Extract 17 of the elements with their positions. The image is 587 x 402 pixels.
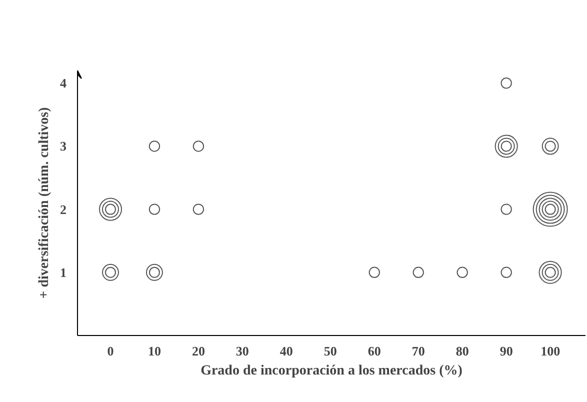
x-tick-label: 50 bbox=[324, 344, 337, 358]
x-tick-label: 70 bbox=[412, 344, 425, 358]
y-tick-label: 1 bbox=[60, 264, 66, 280]
x-tick-label: 30 bbox=[236, 344, 249, 358]
y-axis-title: + diversificación (núm. cultivos) bbox=[37, 106, 52, 299]
x-tick-label: 0 bbox=[107, 344, 114, 358]
y-tick-label: 4 bbox=[60, 76, 67, 91]
x-tick-label: 20 bbox=[192, 344, 205, 358]
x-tick-label: 40 bbox=[280, 344, 293, 358]
x-tick-label: 60 bbox=[368, 344, 381, 358]
y-tick-label: 2 bbox=[60, 202, 66, 217]
x-tick-label: 80 bbox=[456, 344, 469, 358]
x-axis-title: Grado de incorporación a los mercados (%) bbox=[200, 364, 463, 378]
y-tick-label: 3 bbox=[60, 138, 67, 154]
x-tick-label: 90 bbox=[500, 344, 513, 358]
x-tick-label: 10 bbox=[148, 344, 161, 358]
x-tick-label: 100 bbox=[540, 344, 560, 358]
